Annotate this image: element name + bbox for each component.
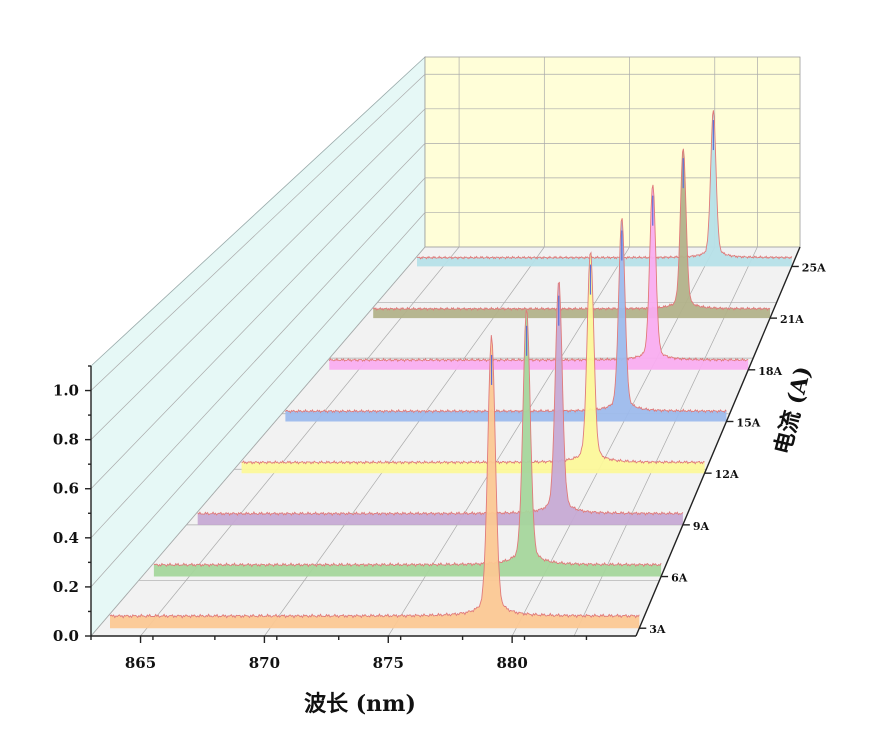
spectrum-line-21A xyxy=(372,148,771,312)
z-tick-label: 6A xyxy=(671,572,688,585)
z-tick-label: 25A xyxy=(802,261,826,274)
spectrum-line-15A xyxy=(285,218,727,414)
chart-grid xyxy=(90,57,800,637)
chart-walls xyxy=(90,56,801,638)
x-axis-title: 波长 (nm) xyxy=(304,691,416,717)
chart-series xyxy=(109,110,793,629)
spectrum-line-18A xyxy=(328,184,749,363)
x-tick-label: 875 xyxy=(373,654,404,672)
y-tick-label: 0.6 xyxy=(53,480,79,498)
y-tick-label: 0.4 xyxy=(53,529,79,547)
y-tick-label: 0.0 xyxy=(53,627,79,645)
side-grid-line xyxy=(90,177,426,539)
z-tick-label: 15A xyxy=(736,416,760,429)
z-tick-label: 18A xyxy=(758,365,782,378)
side-grid-line xyxy=(90,108,426,440)
side-grid-line xyxy=(90,143,426,489)
side-grid-line xyxy=(90,74,426,391)
x-tick-label: 870 xyxy=(249,654,280,672)
z-tick-label: 12A xyxy=(715,468,739,481)
spectrum-line-6A xyxy=(153,309,662,568)
spectrum-line-9A xyxy=(197,281,684,517)
z-tick-label: 3A xyxy=(649,623,666,636)
z-axis-line xyxy=(635,246,801,637)
x-tick-label: 880 xyxy=(496,654,527,672)
spectrum-line-25A xyxy=(416,110,793,260)
z-tick-label: 9A xyxy=(693,520,710,533)
side-grid-line xyxy=(90,246,426,637)
z-tick-label: 21A xyxy=(780,313,804,326)
x-tick-label: 865 xyxy=(125,654,156,672)
chart-labels: 865 870 875 880 0.0 0.2 0.4 0.6 0.8 1.0 3A 6A 9A 12A 1… xyxy=(53,261,826,672)
spectrum-line-12A xyxy=(241,251,705,465)
y-tick-label: 1.0 xyxy=(53,382,79,400)
chart-axes xyxy=(85,246,801,643)
spectrum-fill-12A xyxy=(241,252,705,474)
side-grid-line xyxy=(90,212,426,588)
spectrum-line-3A xyxy=(109,335,640,619)
y-tick-label: 0.8 xyxy=(53,431,79,449)
y-tick-label: 0.2 xyxy=(53,578,79,596)
spectrum-fill-9A xyxy=(197,282,683,525)
back-wall xyxy=(424,56,801,248)
